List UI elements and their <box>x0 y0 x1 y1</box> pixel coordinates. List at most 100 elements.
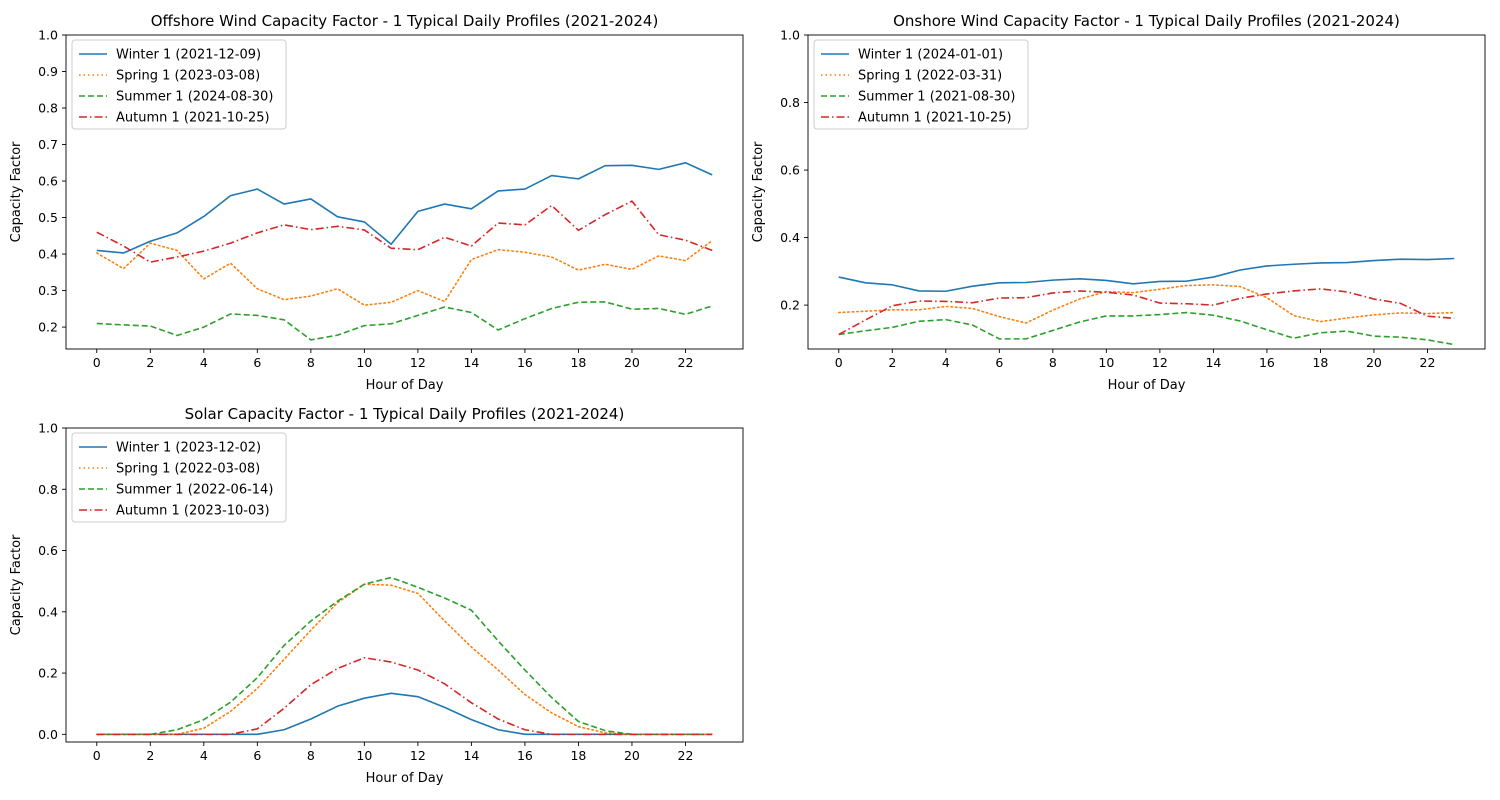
x-tick-label: 4 <box>200 748 208 763</box>
series-line-summer <box>96 301 713 341</box>
chart-title: Onshore Wind Capacity Factor - 1 Typical… <box>893 12 1400 30</box>
onshore-wind-chart: 0 2 4 6 8 10 12 14 16 18 20 22 0.2 0.4 0.6 0.8 1.0 Onshor… <box>751 12 1486 393</box>
x-axis-label: Hour of Day <box>1108 378 1186 393</box>
series-line-autumn <box>96 200 713 263</box>
x-tick-label: 10 <box>1098 355 1114 370</box>
x-tick-label: 14 <box>463 355 479 370</box>
x-tick-label: 18 <box>1312 355 1328 370</box>
x-tick-label: 2 <box>146 748 154 763</box>
x-tick-label: 16 <box>517 748 533 763</box>
x-tick-label: 18 <box>570 748 586 763</box>
x-tick-label: 2 <box>146 355 154 370</box>
y-tick-label: 0.5 <box>38 210 58 225</box>
legend-label-summer: Summer 1 (2021-08-30) <box>858 90 1015 105</box>
legend-label-winter: Winter 1 (2021-12-09) <box>116 48 261 63</box>
x-tick-label: 0 <box>93 748 101 763</box>
series-line-autumn <box>96 656 713 736</box>
y-tick-label: 0.2 <box>38 666 58 681</box>
y-tick-label: 0.9 <box>38 64 58 79</box>
x-tick-label: 6 <box>253 748 261 763</box>
plot-area-frame <box>807 34 1486 350</box>
x-tick-label: 16 <box>517 355 533 370</box>
series-line-winter <box>96 692 713 736</box>
x-tick-label: 14 <box>1205 355 1221 370</box>
legend-label-autumn: Autumn 1 (2023-10-03) <box>116 504 270 519</box>
legend-box <box>813 39 1029 130</box>
x-tick-label: 8 <box>1049 355 1057 370</box>
series-line-summer <box>96 576 713 736</box>
y-tick-label: 1.0 <box>38 421 58 436</box>
series-line-winter <box>838 257 1455 293</box>
y-tick-label: 0.6 <box>38 543 58 558</box>
x-tick-label: 20 <box>624 355 640 370</box>
x-tick-label: 22 <box>678 355 694 370</box>
legend: Winter 1 (2024-01-01) Spring 1 (2022-03-3… <box>813 39 1029 130</box>
x-tick-label: 10 <box>356 748 372 763</box>
x-tick-label: 14 <box>463 748 479 763</box>
x-tick-label: 22 <box>678 748 694 763</box>
y-axis-label: Capacity Factor <box>751 141 766 242</box>
y-tick-label: 1.0 <box>780 28 800 43</box>
y-tick-label: 1.0 <box>38 28 58 43</box>
x-tick-label: 2 <box>888 355 896 370</box>
y-tick-label: 0.0 <box>38 727 58 742</box>
y-axis-label: Capacity Factor <box>9 534 24 635</box>
y-tick-label: 0.6 <box>38 174 58 189</box>
x-tick-label: 4 <box>942 355 950 370</box>
x-axis-label: Hour of Day <box>366 378 444 393</box>
y-tick-label: 0.4 <box>38 247 58 262</box>
y-tick-label: 0.8 <box>38 482 58 497</box>
x-tick-label: 8 <box>307 355 315 370</box>
legend: Winter 1 (2023-12-02) Spring 1 (2022-03-0… <box>71 432 287 523</box>
y-tick-label: 0.2 <box>780 298 800 313</box>
x-tick-label: 20 <box>624 748 640 763</box>
x-tick-label: 8 <box>307 748 315 763</box>
chart-title: Solar Capacity Factor - 1 Typical Daily … <box>185 405 625 423</box>
x-tick-label: 6 <box>995 355 1003 370</box>
x-tick-label: 18 <box>570 355 586 370</box>
legend-label-summer: Summer 1 (2024-08-30) <box>116 90 273 105</box>
chart-title: Offshore Wind Capacity Factor - 1 Typica… <box>151 12 659 30</box>
x-tick-label: 10 <box>356 355 372 370</box>
y-tick-label: 0.4 <box>38 604 58 619</box>
x-tick-label: 4 <box>200 355 208 370</box>
legend-box <box>71 432 287 523</box>
series-line-spring <box>95 239 714 306</box>
legend-label-spring: Spring 1 (2022-03-31) <box>858 69 1002 84</box>
y-axis-label: Capacity Factor <box>9 141 24 242</box>
series-line-autumn <box>838 288 1455 336</box>
x-tick-label: 0 <box>835 355 843 370</box>
legend: Winter 1 (2021-12-09) Spring 1 (2023-03-0… <box>71 39 287 130</box>
y-tick-label: 0.6 <box>780 163 800 178</box>
plot-area-frame <box>65 34 744 350</box>
y-tick-label: 0.7 <box>38 137 58 152</box>
x-tick-label: 6 <box>253 355 261 370</box>
legend-box <box>71 39 287 130</box>
legend-label-autumn: Autumn 1 (2021-10-25) <box>858 111 1012 126</box>
y-tick-label: 0.8 <box>780 95 800 110</box>
x-tick-label: 16 <box>1259 355 1275 370</box>
plot-area-frame <box>65 427 744 743</box>
legend-label-summer: Summer 1 (2022-06-14) <box>116 483 273 498</box>
y-tick-label: 0.2 <box>38 320 58 335</box>
series-line-spring <box>837 284 1456 324</box>
legend-label-winter: Winter 1 (2023-12-02) <box>116 441 261 456</box>
x-axis-label: Hour of Day <box>366 771 444 786</box>
legend-label-spring: Spring 1 (2022-03-08) <box>116 462 260 477</box>
x-tick-label: 12 <box>1152 355 1168 370</box>
series-line-summer <box>838 311 1455 346</box>
series-line-spring <box>95 583 714 736</box>
legend-label-spring: Spring 1 (2023-03-08) <box>116 69 260 84</box>
solar-chart: 0 2 4 6 8 10 12 14 16 18 20 22 0.0 0.2 0.4 0.6 0.8 1.0 Sol… <box>9 405 744 786</box>
legend-label-winter: Winter 1 (2024-01-01) <box>858 48 1003 63</box>
y-tick-label: 0.3 <box>38 283 58 298</box>
y-tick-label: 0.8 <box>38 101 58 116</box>
x-tick-label: 12 <box>410 748 426 763</box>
offshore-wind-chart: 0 2 4 6 8 10 12 14 16 18 20 22 0.2 0.3 0.4 0.5 0.6 0.7 0.8… <box>9 12 744 393</box>
series-line-winter <box>96 161 713 254</box>
legend-label-autumn: Autumn 1 (2021-10-25) <box>116 111 270 126</box>
x-tick-label: 12 <box>410 355 426 370</box>
x-tick-label: 0 <box>93 355 101 370</box>
x-tick-label: 22 <box>1420 355 1436 370</box>
